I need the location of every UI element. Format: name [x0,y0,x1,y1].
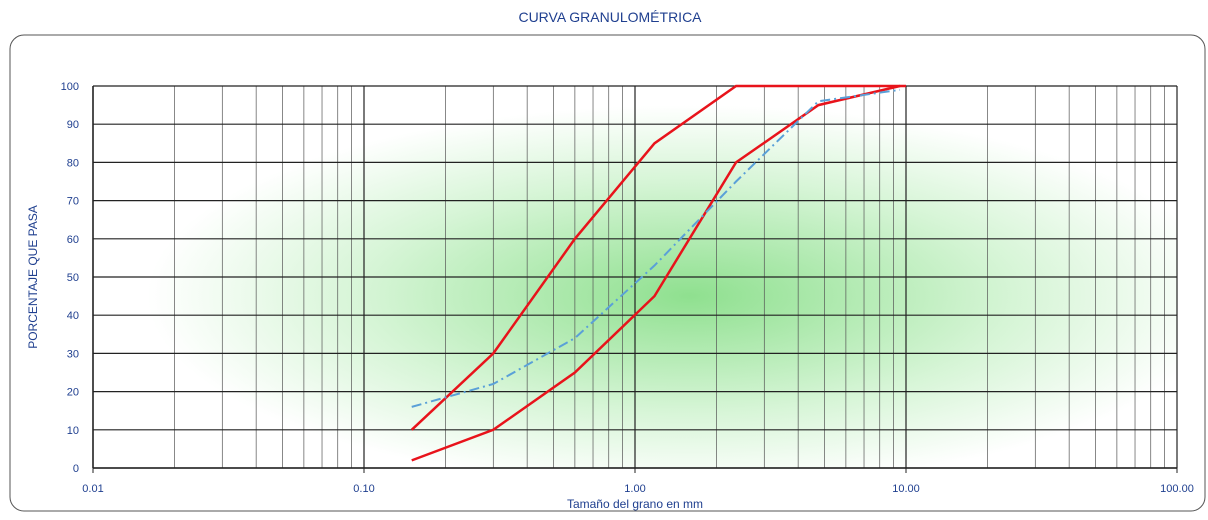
y-tick-label: 0 [73,463,79,475]
y-tick-label: 60 [67,234,79,246]
y-axis-label: PORCENTAJE QUE PASA [26,205,40,349]
x-tick-label: 0.01 [82,483,103,495]
chart-title: CURVA GRANULOMÉTRICA [518,9,702,25]
series-line [410,84,906,431]
y-tick-label: 80 [67,157,79,169]
y-tick-label: 50 [67,272,79,284]
x-tick-label: 0.10 [353,483,374,495]
x-tick-label: 1.00 [624,483,645,495]
series-line [411,88,901,408]
y-tick-label: 70 [67,196,79,208]
y-tick-label: 100 [61,81,79,93]
x-tick-label: 100.00 [1160,483,1194,495]
y-tick-label: 40 [67,310,79,322]
frame [9,34,1206,512]
x-axis-label: Tamaño del grano en mm [567,497,703,511]
y-tick-label: 10 [67,425,79,437]
series-line [411,84,901,462]
x-tick-label: 10.00 [892,483,920,495]
y-tick-label: 20 [67,387,79,399]
y-tick-label: 90 [67,119,79,131]
y-tick-label: 30 [67,348,79,360]
